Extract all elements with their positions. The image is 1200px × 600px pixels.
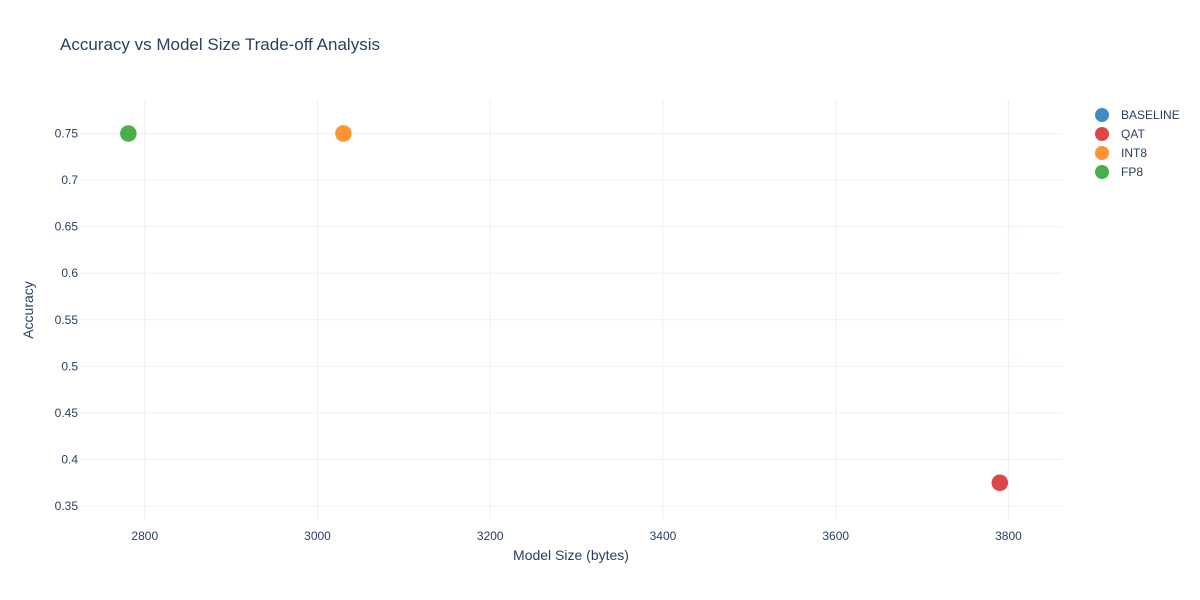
y-axis-ticks: 0.35 0.4 0.45 0.5 0.55 0.6 0.65 0.7 0.75	[55, 127, 79, 514]
y-tick-label: 0.35	[55, 499, 79, 513]
y-tick-label: 0.55	[55, 313, 79, 327]
legend[interactable]: BASELINE QAT INT8 FP8	[1095, 108, 1180, 179]
scatter-point-fp8[interactable]	[119, 124, 138, 143]
y-tick-label: 0.5	[61, 359, 78, 373]
chart-title: Accuracy vs Model Size Trade-off Analysi…	[60, 35, 380, 54]
legend-marker-baseline[interactable]	[1095, 108, 1109, 122]
x-tick-label: 3800	[995, 529, 1022, 543]
x-axis-title: Model Size (bytes)	[513, 547, 629, 563]
x-tick-label: 3000	[304, 529, 331, 543]
legend-label-baseline[interactable]: BASELINE	[1121, 108, 1180, 122]
y-tick-label: 0.4	[61, 452, 78, 466]
y-tick-label: 0.7	[61, 173, 78, 187]
x-axis-ticks: 2800 3000 3200 3400 3600 3800	[131, 529, 1022, 543]
y-tick-label: 0.6	[61, 266, 78, 280]
x-tick-label: 3200	[477, 529, 504, 543]
legend-label-qat[interactable]: QAT	[1121, 127, 1145, 141]
scatter-points	[119, 124, 1009, 492]
x-tick-label: 3400	[650, 529, 677, 543]
y-tick-label: 0.65	[55, 220, 79, 234]
legend-marker-qat[interactable]	[1095, 127, 1109, 141]
x-tick-label: 2800	[131, 529, 158, 543]
scatter-point-int8[interactable]	[334, 124, 353, 143]
y-tick-label: 0.45	[55, 406, 79, 420]
x-tick-label: 3600	[822, 529, 849, 543]
legend-marker-int8[interactable]	[1095, 146, 1109, 160]
legend-marker-fp8[interactable]	[1095, 165, 1109, 179]
y-axis-title: Accuracy	[20, 281, 36, 339]
y-tick-label: 0.75	[55, 127, 79, 141]
legend-label-int8[interactable]: INT8	[1121, 146, 1147, 160]
grid-lines	[80, 100, 1062, 520]
legend-label-fp8[interactable]: FP8	[1121, 165, 1143, 179]
scatter-point-qat[interactable]	[991, 473, 1009, 492]
